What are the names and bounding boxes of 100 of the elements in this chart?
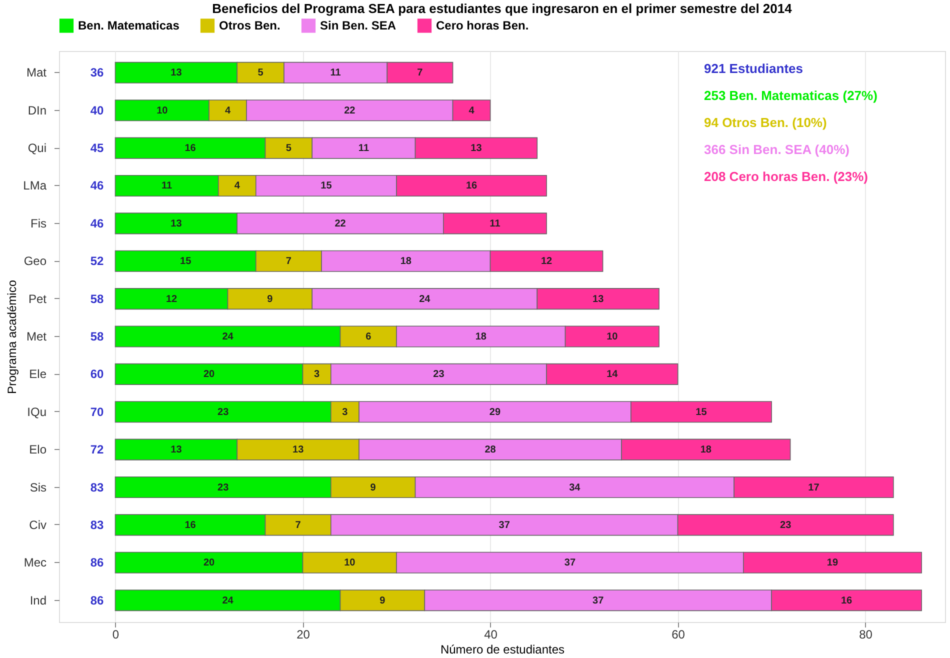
data-label: 15	[180, 256, 192, 268]
data-label: 12	[540, 256, 553, 268]
annotation: 253 Ben. Matematicas (27%)	[704, 88, 878, 103]
total-label: 46	[90, 216, 104, 230]
x-tick-label: 20	[296, 628, 310, 642]
y-tick-label: LMa	[23, 178, 47, 193]
y-tick-label: Fis	[30, 216, 46, 230]
data-label: 13	[170, 444, 182, 456]
y-tick-label: Qui	[28, 141, 46, 156]
data-label: 10	[606, 332, 618, 342]
y-tick-label: Pet	[28, 292, 48, 306]
data-label: 29	[489, 406, 501, 418]
annotation: 366 Sin Ben. SEA (40%)	[704, 142, 850, 157]
data-label: 22	[344, 105, 356, 116]
total-label: 86	[90, 593, 104, 608]
y-tick-label: Elo	[29, 442, 47, 457]
data-label: 9	[267, 294, 274, 305]
data-label: 37	[564, 558, 576, 569]
y-tick-label: Ind	[30, 593, 46, 608]
data-label: 9	[370, 482, 376, 494]
annotation: 921 Estudiantes	[704, 61, 803, 76]
data-label: 3	[342, 406, 348, 418]
annotation: 208 Cero horas Ben. (23%)	[704, 169, 868, 184]
data-label: 11	[490, 218, 501, 230]
data-label: 23	[218, 482, 230, 494]
x-axis-title: Número de estudiantes	[440, 642, 565, 656]
total-label: 60	[90, 367, 104, 382]
chart-title: Beneficios del Programa SEA para estudiantes que ingresaron en el primer semestre del 2014	[212, 1, 793, 16]
y-tick-label: Geo	[24, 254, 47, 268]
data-label: 17	[808, 482, 820, 494]
data-label: 12	[166, 294, 178, 305]
data-label: 15	[696, 406, 708, 418]
data-label: 23	[433, 369, 445, 380]
data-label: 34	[569, 482, 581, 494]
total-label: 58	[90, 292, 104, 306]
total-label: 36	[90, 66, 104, 80]
data-label: 14	[606, 369, 618, 380]
data-label: 13	[170, 218, 182, 230]
total-label: 70	[90, 404, 104, 419]
data-label: 10	[344, 558, 356, 569]
total-label: 40	[90, 103, 104, 118]
data-label: 24	[419, 294, 431, 305]
data-label: 22	[334, 218, 346, 230]
x-tick-label: 60	[672, 628, 686, 642]
legend-label: Ben. Matematicas	[78, 18, 180, 33]
y-tick-label: Mat	[26, 66, 48, 80]
y-tick-label: Met	[26, 330, 48, 344]
data-label: 16	[840, 595, 853, 606]
total-label: 83	[90, 480, 104, 494]
y-axis-title: Programa académico	[5, 280, 20, 394]
data-label: 13	[592, 294, 604, 305]
data-label: 11	[162, 180, 173, 192]
legend-label: Cero horas Ben.	[436, 18, 529, 33]
data-label: 15	[320, 180, 332, 192]
data-label: 7	[295, 520, 302, 531]
legend-label: Sin Ben. SEA	[320, 18, 396, 33]
data-label: 18	[400, 256, 412, 268]
data-label: 18	[700, 444, 712, 456]
data-label: 16	[184, 520, 196, 531]
x-tick-label: 40	[484, 628, 498, 642]
data-label: 24	[222, 595, 234, 606]
y-tick-label: Ele	[29, 367, 47, 382]
x-tick-label: 0	[112, 628, 120, 642]
data-label: 7	[417, 68, 424, 79]
data-label: 4	[468, 105, 475, 116]
data-label: 23	[780, 520, 792, 531]
data-label: 20	[203, 369, 216, 380]
data-label: 28	[484, 444, 496, 456]
data-label: 13	[470, 143, 482, 154]
data-label: 7	[286, 256, 292, 268]
y-tick-label: Mec	[24, 556, 46, 570]
y-tick-label: DIn	[28, 103, 46, 118]
data-label: 23	[218, 406, 230, 418]
data-label: 13	[170, 68, 182, 79]
total-label: 86	[90, 556, 104, 570]
data-label: 13	[292, 444, 304, 456]
total-label: 58	[90, 330, 104, 344]
y-tick-label: Sis	[30, 480, 46, 494]
data-label: 16	[184, 143, 196, 154]
data-label: 20	[203, 558, 216, 569]
data-label: 11	[358, 143, 370, 154]
data-label: 5	[286, 143, 292, 154]
data-label: 10	[156, 105, 168, 116]
data-label: 11	[330, 68, 342, 79]
data-label: 4	[224, 105, 231, 116]
total-label: 83	[90, 518, 104, 532]
data-label: 5	[258, 68, 264, 79]
data-label: 37	[592, 595, 604, 606]
total-label: 72	[90, 442, 104, 457]
data-label: 9	[380, 595, 386, 606]
total-label: 46	[90, 178, 104, 193]
data-label: 3	[314, 369, 320, 380]
y-tick-label: IQu	[27, 404, 46, 419]
x-tick-label: 80	[859, 628, 873, 642]
data-label: 4	[234, 180, 240, 192]
annotation: 94 Otros Ben. (10%)	[704, 115, 827, 130]
data-label: 16	[466, 180, 478, 192]
data-label: 18	[475, 332, 487, 342]
y-tick-label: Civ	[29, 518, 46, 532]
data-label: 19	[826, 558, 838, 569]
